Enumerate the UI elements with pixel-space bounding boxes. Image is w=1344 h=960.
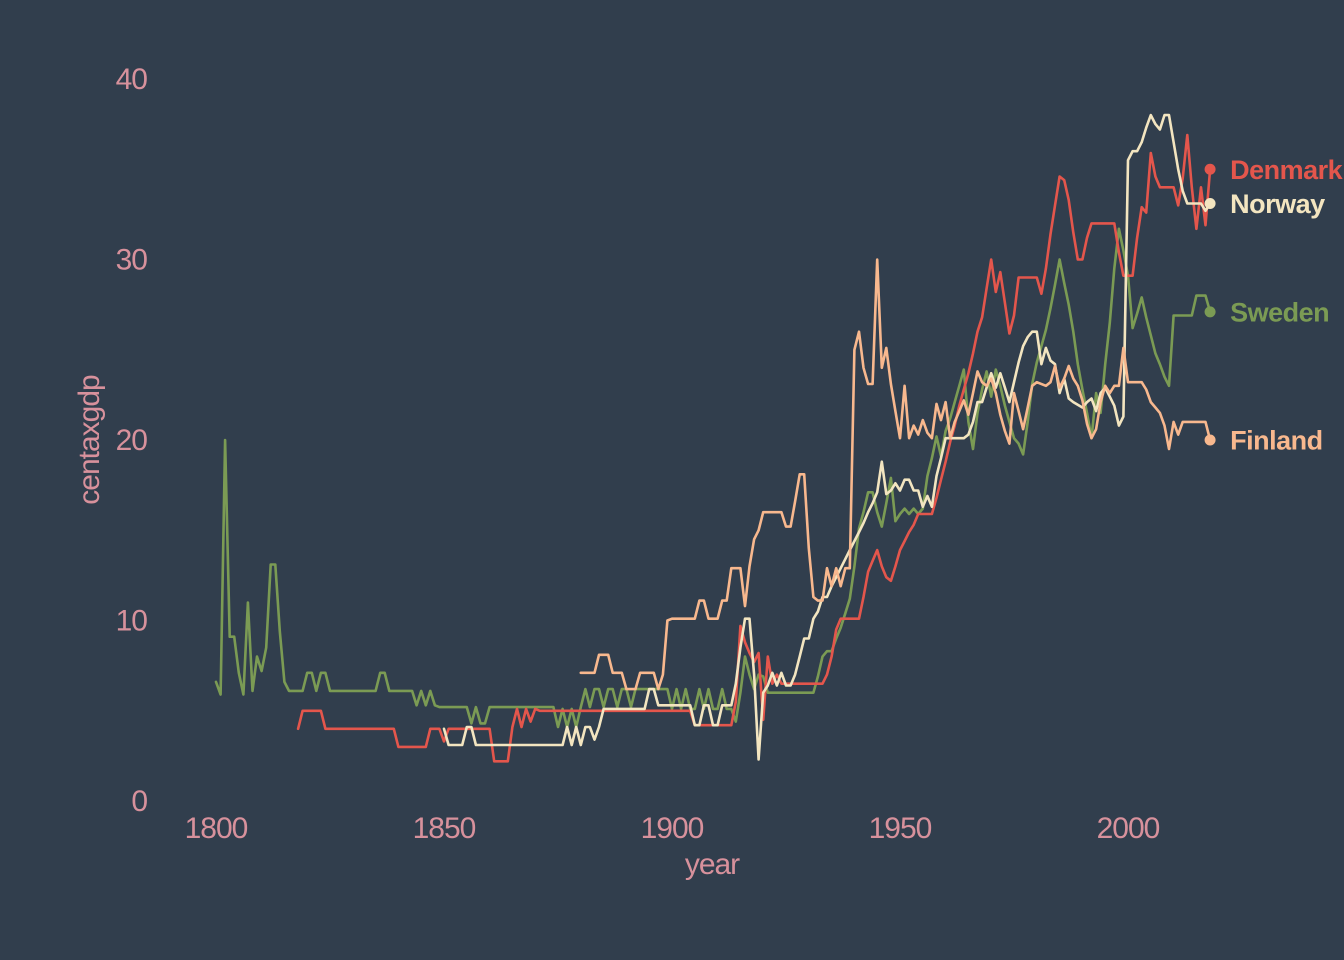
y-tick-label: 0 [131,785,147,818]
y-tick-label: 30 [116,244,148,277]
y-tick-label: 40 [116,63,148,96]
series-end-dot-finland [1204,434,1216,446]
series-end-dot-denmark [1204,163,1216,175]
series-end-dot-sweden [1204,306,1216,318]
series-line-finland [579,258,1212,691]
x-tick-label: 1800 [185,812,248,845]
x-tick-label: 1900 [641,812,704,845]
series-line-norway [442,113,1212,761]
series-label-sweden: Sweden [1230,297,1329,327]
x-tick-label: 1850 [413,812,476,845]
y-tick-label: 20 [116,424,148,457]
series-label-norway: Norway [1230,189,1325,219]
axis-ticks: 1800 1850 1900 1950 2000 0 10 20 30 40 [116,63,1161,845]
series-lines [214,113,1212,763]
x-tick-label: 1950 [869,812,932,845]
x-tick-label: 2000 [1097,812,1160,845]
series-line-sweden [214,227,1212,729]
series-label-denmark: Denmark [1230,155,1344,185]
series-label-finland: Finland [1230,426,1323,456]
x-axis-title: year [685,848,740,881]
series-end-dot-norway [1204,198,1216,210]
y-axis-title: centaxgdp [73,375,106,505]
series-line-denmark [296,133,1212,763]
y-tick-label: 10 [116,605,148,638]
series-end-labels: Sweden Denmark Norway Finland [1204,155,1344,456]
